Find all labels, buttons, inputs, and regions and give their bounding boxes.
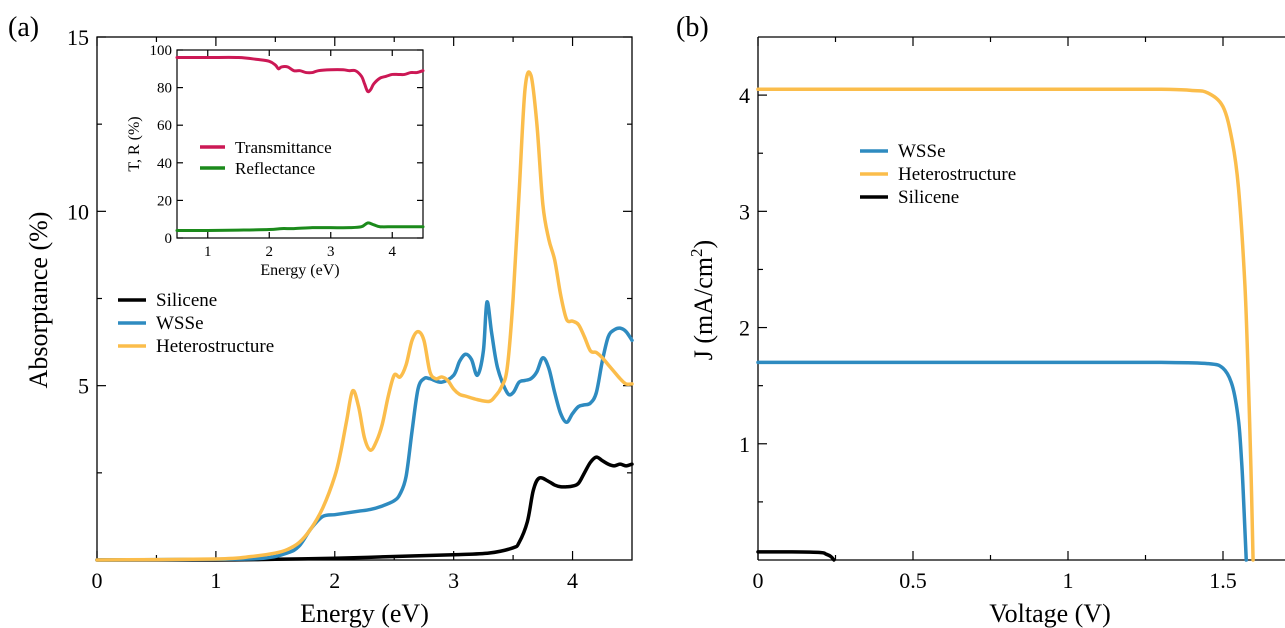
inset-legend-label-transmittance: Transmittance <box>235 138 332 157</box>
panel-a-xtick-label: 4 <box>567 568 578 593</box>
inset-ylabel: T, R (%) <box>126 116 143 171</box>
inset-legend-label-reflectance: Reflectance <box>235 159 315 178</box>
panel-b-ytick-label: 1 <box>739 432 750 457</box>
panel-b-legend-label-wsse: WSSe <box>898 141 946 162</box>
panel-a-series-heterostructure <box>95 70 634 562</box>
panel-b-legend-label-heterostructure: Heterostructure <box>898 164 1016 185</box>
inset-ytick-label: 40 <box>157 156 172 172</box>
panel-a-series-silicene <box>95 455 634 562</box>
panel-a-label: (a) <box>8 12 39 43</box>
panel-a-xlabel: Energy (eV) <box>300 599 429 628</box>
panel-b-xtick-label: 0 <box>753 568 764 593</box>
panel-b-ylabel: J (mA/cm2) <box>687 240 718 360</box>
panel-b-xtick-label: 1.5 <box>1209 568 1237 593</box>
panel-b-xtick-label: 1 <box>1063 568 1074 593</box>
panel-a-xtick-label: 3 <box>448 568 459 593</box>
panel-b-ytick-label: 4 <box>739 83 750 108</box>
panel-a-ytick-label: 5 <box>78 374 89 399</box>
panel-b-series-heterostructure <box>756 87 1255 562</box>
inset-axes-frame <box>176 49 424 239</box>
panel-b-ylabel-superscript: 2 <box>687 248 706 257</box>
inset-xtick-label: 3 <box>327 244 335 260</box>
panel-b-ylabel-suffix: ) <box>689 240 718 249</box>
panel-a-legend-label-wsse: WSSe <box>156 313 204 334</box>
panel-a-xtick-label: 0 <box>92 568 103 593</box>
panel-b-series-silicene <box>756 550 836 562</box>
panel-a-ytick-label: 15 <box>67 25 89 50</box>
inset-series-reflectance <box>175 221 425 233</box>
panel-a-xtick-label: 1 <box>210 568 221 593</box>
inset-xlabel: Energy (eV) <box>260 262 339 279</box>
panel-a-legend-label-heterostructure: Heterostructure <box>156 336 274 357</box>
inset-series-transmittance <box>175 55 425 94</box>
panel-a-xtick-label: 2 <box>329 568 340 593</box>
panel-b-label: (b) <box>676 12 709 43</box>
panel-b-ytick-label: 3 <box>739 199 750 224</box>
inset-ytick-label: 0 <box>165 231 173 247</box>
inset-ytick-label: 60 <box>157 118 172 134</box>
panel-b-xlabel: Voltage (V) <box>989 599 1111 628</box>
inset-xtick-label: 4 <box>389 244 397 260</box>
panel-b-series-wsse <box>756 360 1248 562</box>
inset-xtick-label: 2 <box>266 244 274 260</box>
panel-b-xtick-label: 0.5 <box>899 568 927 593</box>
panel-b-legend-label-silicene: Silicene <box>898 187 959 208</box>
inset-ytick-label: 20 <box>157 193 172 209</box>
panel-a-ylabel: Absorptance (%) <box>24 212 53 389</box>
inset-xtick-label: 1 <box>204 244 212 260</box>
panel-b-jv-curve: 0 0.5 1 1.5 1 2 3 4 Voltage (V) J (mA/cm2) (b) WSSe… <box>676 12 1285 628</box>
inset-ytick-label: 100 <box>150 43 173 59</box>
inset-ytick-label: 80 <box>157 81 172 97</box>
panel-b-ytick-label: 2 <box>739 316 750 341</box>
panel-a-series-wsse <box>95 300 634 562</box>
panel-a-legend-label-silicene: Silicene <box>156 290 217 311</box>
panel-a-ytick-label: 10 <box>67 199 89 224</box>
